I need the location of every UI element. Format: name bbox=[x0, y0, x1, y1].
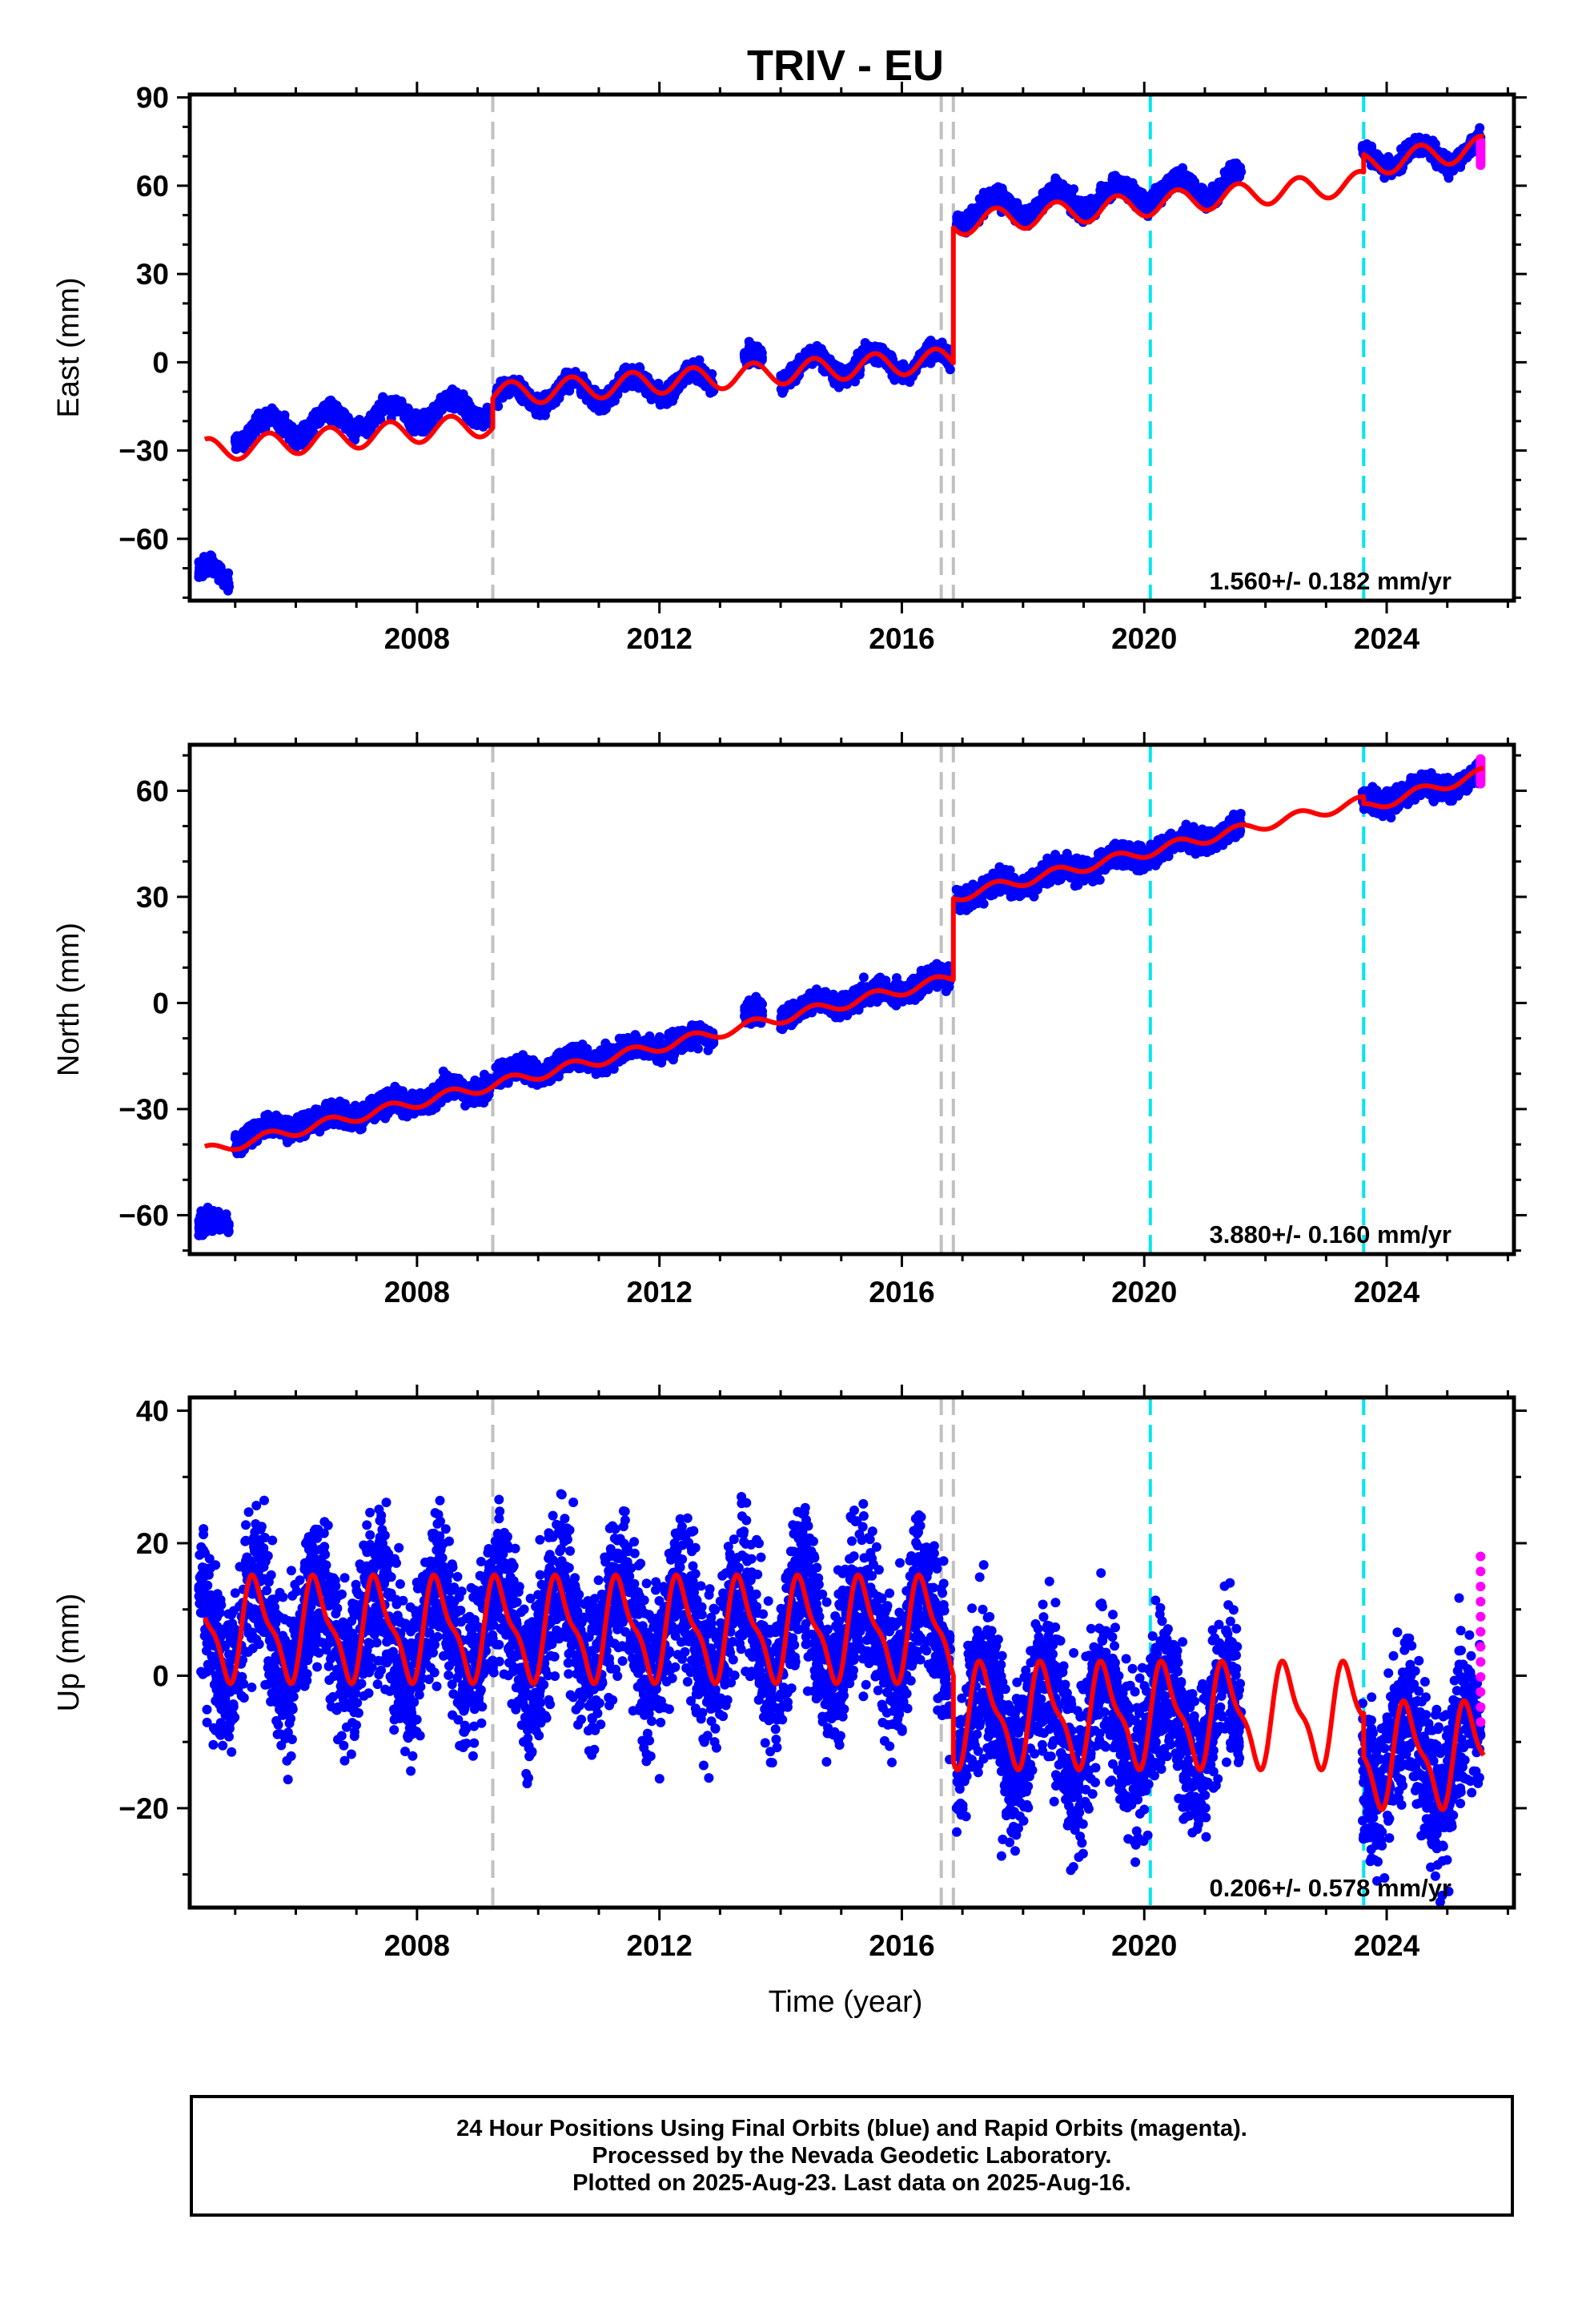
data-point-final bbox=[960, 220, 970, 231]
data-point-final bbox=[195, 1221, 205, 1232]
data-point-final bbox=[302, 429, 312, 440]
data-point-final bbox=[443, 392, 453, 402]
data-point-final bbox=[1231, 172, 1241, 183]
data-point-final bbox=[430, 401, 440, 412]
data-point-final bbox=[612, 389, 623, 400]
x-tick-label: 2016 bbox=[869, 622, 934, 655]
data-point-final bbox=[1157, 179, 1167, 190]
figure-title: TRIV - EU bbox=[747, 42, 944, 90]
data-point-final bbox=[1150, 192, 1160, 203]
data-point-final bbox=[945, 364, 955, 375]
data-point-final bbox=[312, 408, 323, 419]
data-point-final bbox=[1097, 183, 1107, 194]
data-point-final bbox=[1046, 187, 1057, 198]
data-point-final bbox=[476, 420, 487, 431]
x-tick-label: 2012 bbox=[627, 622, 693, 655]
y-tick-label: 90 bbox=[136, 82, 169, 115]
data-point-final bbox=[370, 406, 379, 416]
data-point-final bbox=[805, 344, 815, 354]
data-point-final bbox=[398, 407, 408, 416]
data-point-final bbox=[378, 407, 388, 417]
data-point-final bbox=[1006, 202, 1016, 212]
data-point-final bbox=[343, 424, 354, 435]
y-tick-label: −60 bbox=[118, 523, 169, 556]
data-point-final bbox=[1475, 123, 1485, 133]
data-point-final bbox=[1169, 179, 1179, 189]
data-point-final bbox=[1085, 201, 1095, 211]
data-point-final bbox=[221, 575, 231, 585]
data-point-final bbox=[355, 422, 365, 432]
data-point-final bbox=[1168, 168, 1178, 179]
data-point-final bbox=[1202, 188, 1212, 199]
data-point-final bbox=[1443, 173, 1454, 183]
data-point-final bbox=[1063, 194, 1074, 204]
data-point-final bbox=[1003, 192, 1014, 203]
data-point-final bbox=[283, 419, 293, 429]
data-point-final bbox=[1037, 197, 1047, 207]
data-point-final bbox=[833, 382, 844, 392]
y-axis-label: East (mm) bbox=[52, 277, 86, 417]
data-point-final bbox=[209, 1220, 219, 1231]
plot-area bbox=[194, 94, 1486, 601]
y-tick-label: 60 bbox=[136, 170, 169, 203]
data-point-final bbox=[284, 431, 295, 441]
x-tick-label: 2008 bbox=[384, 622, 450, 655]
data-point-final bbox=[466, 412, 476, 423]
data-point-final bbox=[1130, 183, 1140, 193]
data-point-final bbox=[1121, 177, 1131, 187]
data-point-final bbox=[990, 185, 1001, 195]
data-point-final bbox=[1013, 210, 1023, 220]
data-point-final bbox=[1069, 184, 1079, 195]
panels-group: 2008 2012 2016 2020 2024 −60 −30 0 30 60 90 East (m… bbox=[52, 82, 1527, 1962]
data-point-final bbox=[1135, 194, 1146, 204]
panel-east: 2008 2012 2016 2020 2024 −60 −30 0 30 60 90 East (m… bbox=[52, 82, 1527, 655]
data-point-final bbox=[406, 420, 416, 431]
plot-area bbox=[194, 745, 1486, 1254]
data-point-final bbox=[606, 397, 616, 408]
data-point-final bbox=[979, 197, 989, 207]
data-point-final bbox=[460, 393, 470, 404]
data-point-final bbox=[199, 565, 210, 575]
data-point-final bbox=[1182, 177, 1193, 187]
data-point-final bbox=[531, 406, 540, 416]
data-point-final bbox=[220, 1218, 231, 1228]
x-tick-label: 2020 bbox=[1111, 622, 1177, 655]
data-point-final bbox=[242, 437, 252, 448]
data-point-final bbox=[207, 551, 217, 561]
data-point-final bbox=[816, 344, 826, 355]
data-point-final bbox=[262, 415, 272, 425]
velocity-rate-label: 1.560+/- 0.182 mm/yr bbox=[1210, 567, 1452, 595]
y-tick-label: 0 bbox=[152, 346, 169, 379]
y-tick-label: 30 bbox=[136, 258, 169, 291]
data-point-final bbox=[343, 415, 353, 425]
data-point-final bbox=[794, 354, 805, 364]
data-point-final bbox=[1232, 159, 1243, 170]
data-point-final bbox=[420, 422, 430, 432]
x-tick-label: 2024 bbox=[1354, 622, 1420, 655]
data-point-final bbox=[1110, 183, 1121, 194]
data-point-final bbox=[267, 403, 277, 413]
data-point-final bbox=[493, 401, 504, 412]
data-point-final bbox=[367, 414, 377, 424]
data-point-final bbox=[279, 410, 290, 420]
data-point-final bbox=[1362, 139, 1372, 149]
data-point-final bbox=[547, 400, 557, 410]
plot-frame bbox=[187, 92, 1516, 603]
data-point-final bbox=[554, 393, 564, 404]
data-point-final bbox=[427, 417, 437, 428]
data-point-final bbox=[331, 405, 341, 416]
data-point-final bbox=[745, 341, 754, 352]
data-point-final bbox=[1025, 211, 1035, 222]
y-tick-label: −30 bbox=[118, 435, 169, 468]
